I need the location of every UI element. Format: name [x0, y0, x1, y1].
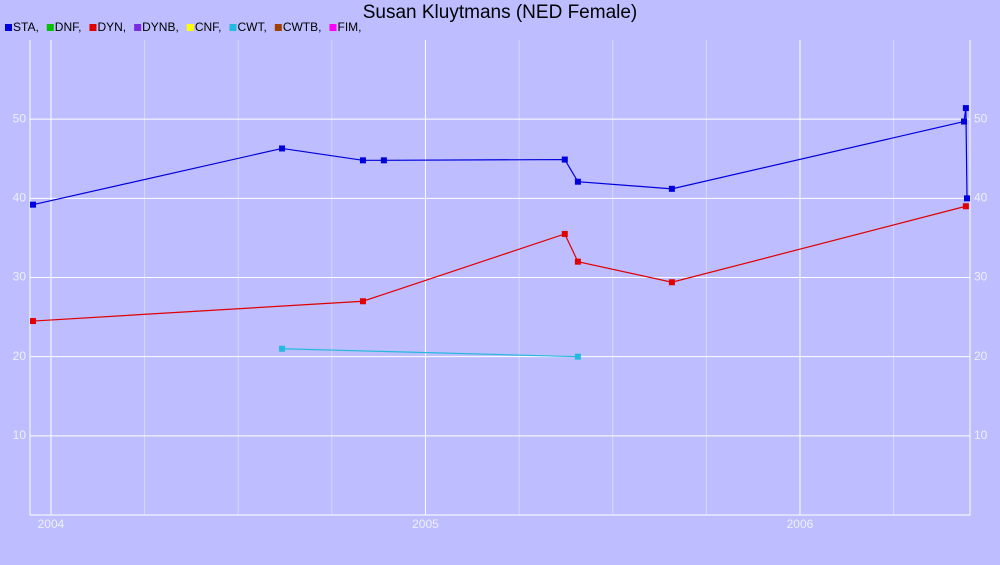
series-line [32, 108, 968, 206]
point [964, 195, 971, 202]
series-line [32, 205, 967, 322]
legend-label: CWT, [237, 20, 266, 34]
series-line [282, 348, 578, 358]
point [961, 118, 968, 125]
legend-swatch [229, 24, 237, 31]
point [29, 318, 36, 325]
legend-swatch [89, 24, 97, 31]
y-tick-label: 10 [13, 428, 27, 442]
legend-swatch [329, 24, 337, 31]
point [279, 145, 286, 152]
point [359, 157, 366, 164]
point [380, 157, 387, 164]
legend-swatch [134, 24, 142, 31]
axis-frame [29, 40, 971, 516]
legend-swatch [46, 24, 54, 31]
y-tick-label-right: 10 [974, 428, 988, 442]
y-tick-label: 30 [13, 270, 27, 284]
x-tick-label: 2005 [412, 517, 439, 531]
point [668, 185, 675, 192]
point [962, 203, 969, 210]
point [561, 156, 568, 163]
point [574, 178, 581, 185]
legend-label: CNF, [195, 20, 222, 34]
y-tick-label-right: 50 [974, 111, 988, 125]
legend-label: DYN, [97, 20, 126, 34]
legend-label: DNF, [55, 20, 82, 34]
legend-label: CWTB, [283, 20, 322, 34]
y-tick-label: 40 [13, 191, 27, 205]
chart-title: Susan Kluytmans (NED Female) [363, 2, 638, 23]
point [574, 353, 581, 360]
legend-swatch [5, 24, 12, 31]
point [668, 279, 675, 286]
y-tick-label: 20 [13, 349, 27, 363]
point [359, 298, 366, 305]
y-tick-label: 50 [13, 111, 27, 125]
point [962, 105, 969, 112]
legend-label: FIM, [337, 20, 361, 34]
legend-label: DYNB, [142, 20, 179, 34]
legend-swatch [186, 24, 194, 31]
x-tick-label: 2006 [787, 517, 814, 531]
y-tick-label-right: 20 [974, 349, 988, 363]
legend-swatch [274, 24, 282, 31]
y-tick-label-right: 40 [974, 191, 988, 205]
point [561, 230, 568, 237]
point [279, 345, 286, 352]
x-tick-label: 2004 [38, 517, 65, 531]
point [29, 201, 36, 208]
point [574, 258, 581, 265]
legend-label: STA, [13, 20, 39, 34]
y-tick-label-right: 30 [974, 270, 988, 284]
